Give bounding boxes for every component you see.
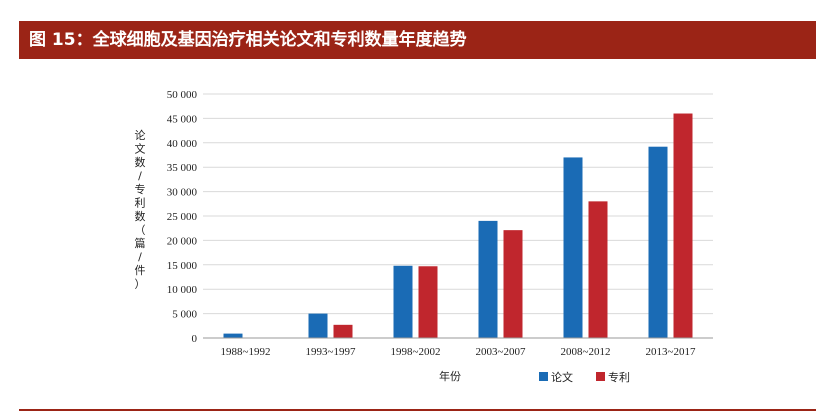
legend-swatch [539, 372, 548, 381]
bar-patents [503, 230, 523, 338]
figure-title: 图 15：全球细胞及基因治疗相关论文和专利数量年度趋势 [19, 21, 816, 59]
legend-swatch [596, 372, 605, 381]
x-tick-label: 1988~1992 [221, 346, 271, 358]
y-tick-label: 5 000 [172, 309, 197, 321]
y-tick-label: 35 000 [167, 162, 198, 174]
bar-papers [393, 265, 413, 338]
legend-label: 论文 [551, 370, 573, 384]
y-tick-label: 10 000 [167, 284, 198, 296]
bar-papers [563, 157, 583, 338]
x-tick-labels: 1988~1992 1993~1997 1998~2002 2003~2007 2008… [221, 346, 696, 358]
bar-papers [308, 313, 328, 338]
legend: 论文 专利 [539, 370, 630, 384]
bar-papers [223, 333, 243, 338]
x-axis-label: 年份 [439, 369, 461, 383]
x-tick-label: 2013~2017 [646, 346, 696, 358]
x-tick-label: 1998~2002 [391, 346, 441, 358]
x-tick-label: 2003~2007 [476, 346, 526, 358]
bar-papers [648, 146, 668, 338]
bar-papers [478, 220, 498, 338]
grid-lines [203, 93, 713, 315]
y-tick-label: 50 000 [167, 89, 198, 101]
x-tick-label: 2008~2012 [561, 346, 611, 358]
y-axis-label: 论文数/专利数（篇/件） [135, 128, 146, 291]
bottom-divider [19, 409, 816, 411]
y-tick-label: 30 000 [167, 187, 198, 199]
y-tick-label: 20 000 [167, 235, 198, 247]
bar-patents [673, 113, 693, 339]
y-tick-label: 0 [192, 333, 198, 345]
bar-patents [333, 324, 353, 338]
y-tick-labels: 0 5 000 10 000 15 000 20 000 25 000 30 000 35 0… [167, 89, 198, 345]
bar-patents [588, 201, 608, 338]
legend-label: 专利 [608, 370, 630, 384]
y-tick-label: 40 000 [167, 138, 198, 150]
y-tick-label: 15 000 [167, 260, 198, 272]
bars [223, 113, 693, 339]
y-tick-label: 45 000 [167, 113, 198, 125]
x-tick-label: 1993~1997 [306, 346, 356, 358]
y-tick-label: 25 000 [167, 211, 198, 223]
bar-patents [418, 266, 438, 338]
